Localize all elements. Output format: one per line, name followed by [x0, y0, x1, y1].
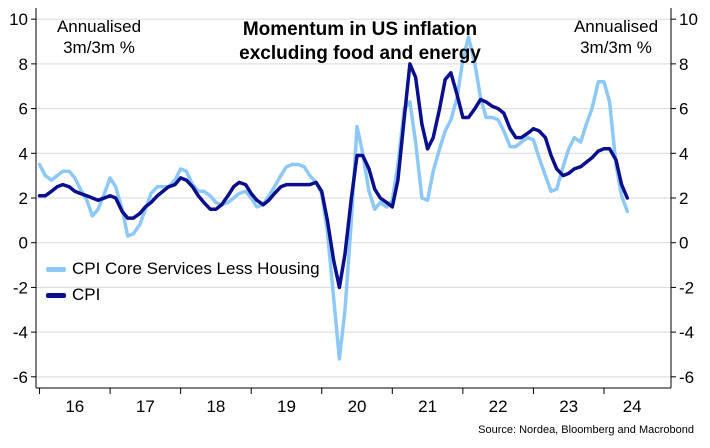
y-tick-label-left: 8: [19, 55, 28, 74]
y-tick-label-left: 4: [19, 144, 28, 163]
x-tick-label: 17: [136, 397, 155, 416]
y-tick-label-left: 10: [9, 10, 28, 29]
legend-swatch-core-services: [46, 266, 66, 272]
x-tick-label: 24: [623, 397, 642, 416]
y-tick-label-right: 2: [679, 189, 688, 208]
x-tick-label: 19: [277, 397, 296, 416]
y-tick-label-left: -2: [13, 278, 28, 297]
y-tick-label-right: 0: [679, 234, 688, 253]
chart-legend: CPI Core Services Less Housing CPI: [46, 256, 320, 308]
series-lines: [37, 35, 630, 361]
y-tick-label-right: 6: [679, 100, 688, 119]
y-tick-label-right: 4: [679, 144, 688, 163]
y-tick-label-left: 2: [19, 189, 28, 208]
y-tick-label-right: 8: [679, 55, 688, 74]
y-tick-label-left: 0: [19, 234, 28, 253]
y-tick-label-right: -2: [679, 278, 694, 297]
y-tick-label-left: -6: [13, 368, 28, 387]
y-tick-label-right: -4: [679, 323, 694, 342]
y-tick-label-left: 6: [19, 100, 28, 119]
y-tick-label-left: -4: [13, 323, 28, 342]
legend-swatch-cpi: [46, 292, 66, 298]
left-unit-line-1: Annualised: [56, 17, 142, 36]
y-axis-left: -6 -4 -2 0 2 4 6 8 10: [9, 8, 37, 388]
right-unit-line-1: Annualised: [573, 17, 659, 36]
y-axis-right: -6 -4 -2 0 2 4 6 8 10: [670, 8, 698, 388]
x-tick-label: 18: [206, 397, 225, 416]
x-tick-label: 16: [65, 397, 84, 416]
x-tick-label: 21: [418, 397, 437, 416]
chart-title-line-2: excluding food and energy: [239, 43, 481, 64]
y-tick-label-right: 10: [679, 10, 698, 29]
left-unit-line-2: 3m/3m %: [63, 38, 135, 57]
series-line-core-services: [37, 35, 630, 361]
y-tick-label-right: -6: [679, 368, 694, 387]
legend-label-cpi: CPI: [72, 285, 101, 304]
source-note: Source: Nordea, Bloomberg and Macrobond: [478, 424, 694, 436]
chart-title: Momentum in US inflation excluding food …: [150, 18, 570, 66]
legend-label-core-services: CPI Core Services Less Housing: [72, 259, 320, 278]
legend-item-core-services: CPI Core Services Less Housing: [46, 256, 320, 282]
left-axis-unit-label: Annualised 3m/3m %: [44, 16, 154, 58]
chart-title-line-1: Momentum in US inflation: [242, 19, 478, 40]
right-unit-line-2: 3m/3m %: [580, 38, 652, 57]
x-tick-label: 22: [489, 397, 508, 416]
x-tick-label: 20: [348, 397, 367, 416]
right-axis-unit-label: Annualised 3m/3m %: [556, 16, 676, 58]
legend-item-cpi: CPI: [46, 282, 320, 308]
x-axis: 16 17 18 19 20 21 22 23 24: [36, 387, 671, 416]
series-line-cpi: [37, 62, 630, 290]
x-tick-label: 23: [559, 397, 578, 416]
